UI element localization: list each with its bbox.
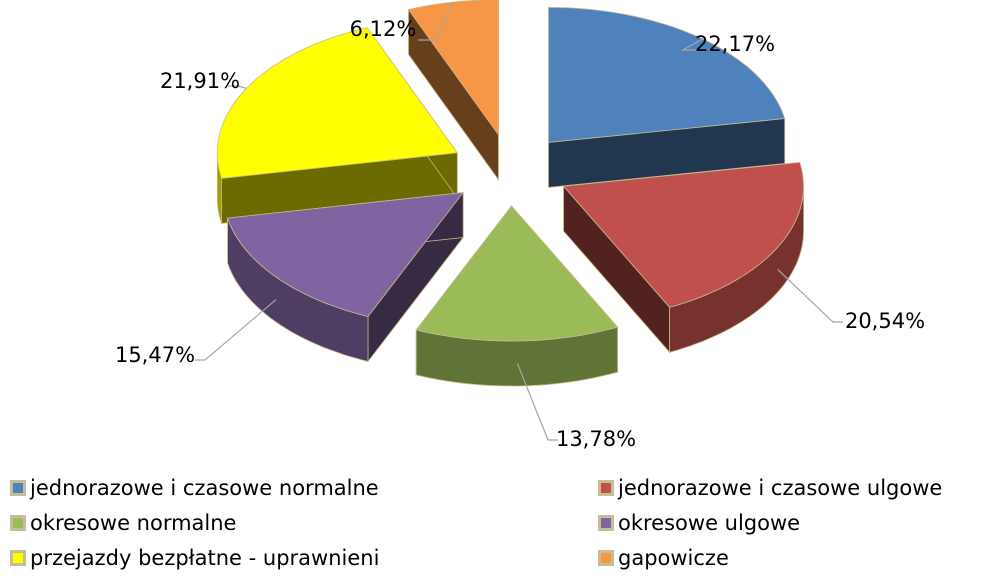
leader-line <box>418 1 454 41</box>
legend-swatch-inner <box>13 553 23 563</box>
data-label: 13,78% <box>556 427 636 451</box>
legend-swatch-inner <box>13 518 23 528</box>
data-label: 15,47% <box>115 343 195 367</box>
legend-label: jednorazowe i czasowe normalne <box>29 476 379 500</box>
slice <box>227 192 465 317</box>
leader-line <box>195 299 277 361</box>
slice <box>548 6 786 143</box>
legend-label: przejazdy bezpłatne - uprawnieni <box>30 546 379 570</box>
slice <box>415 205 619 342</box>
data-label: 21,91% <box>160 69 240 93</box>
leader-line <box>516 363 558 441</box>
legend-label: jednorazowe i czasowe ulgowe <box>617 476 942 500</box>
data-label: 22,17% <box>695 32 775 56</box>
legend-swatch-inner <box>601 483 611 493</box>
legend-label: gapowicze <box>618 546 729 570</box>
legend-swatch-inner <box>601 518 611 528</box>
legend-label: okresowe ulgowe <box>618 511 800 535</box>
legend-swatch-inner <box>13 483 23 493</box>
slice <box>562 161 805 308</box>
leader-line <box>680 38 703 51</box>
legend-swatch-inner <box>601 553 611 563</box>
leader-line <box>777 269 843 323</box>
leader-line <box>228 85 247 89</box>
data-label: 6,12% <box>350 17 417 41</box>
legend-label: okresowe normalne <box>30 511 236 535</box>
data-label: 20,54% <box>845 309 925 333</box>
